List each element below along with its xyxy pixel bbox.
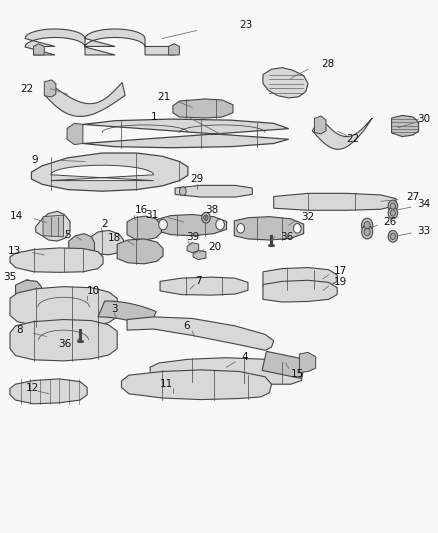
Circle shape: [390, 233, 396, 239]
Polygon shape: [150, 358, 303, 384]
Text: 32: 32: [301, 212, 315, 222]
Circle shape: [364, 228, 370, 236]
Polygon shape: [314, 116, 326, 134]
Circle shape: [159, 219, 167, 230]
Polygon shape: [263, 68, 308, 98]
Text: 33: 33: [417, 226, 431, 236]
Circle shape: [388, 200, 398, 212]
Circle shape: [388, 207, 398, 219]
Text: 34: 34: [417, 199, 431, 209]
Polygon shape: [36, 212, 70, 241]
Polygon shape: [156, 215, 226, 236]
Polygon shape: [173, 99, 233, 118]
Text: 5: 5: [65, 230, 71, 240]
Polygon shape: [44, 80, 56, 97]
Text: 6: 6: [184, 321, 190, 331]
Polygon shape: [392, 115, 419, 136]
Text: 36: 36: [280, 232, 293, 242]
Polygon shape: [117, 239, 163, 264]
Circle shape: [201, 213, 210, 223]
Polygon shape: [69, 233, 95, 257]
Polygon shape: [16, 280, 41, 300]
Text: 21: 21: [158, 92, 171, 102]
Polygon shape: [263, 280, 337, 302]
Text: 18: 18: [108, 233, 121, 243]
Text: 2: 2: [101, 219, 108, 229]
Text: 17: 17: [334, 266, 347, 276]
Polygon shape: [51, 165, 154, 181]
Polygon shape: [10, 248, 103, 272]
Text: 38: 38: [205, 205, 218, 215]
Text: 35: 35: [3, 272, 17, 282]
Polygon shape: [262, 351, 305, 378]
Text: 8: 8: [16, 325, 23, 335]
Circle shape: [293, 223, 301, 233]
Polygon shape: [263, 268, 337, 290]
Polygon shape: [187, 243, 199, 253]
Text: 12: 12: [26, 383, 39, 393]
Text: 9: 9: [31, 156, 38, 165]
Text: 29: 29: [190, 174, 203, 184]
Text: 30: 30: [417, 114, 431, 124]
Polygon shape: [34, 44, 44, 55]
Text: 15: 15: [291, 369, 304, 378]
Polygon shape: [98, 301, 156, 327]
Text: 27: 27: [406, 191, 420, 201]
Polygon shape: [175, 185, 252, 197]
Circle shape: [216, 219, 224, 230]
Text: 36: 36: [58, 339, 71, 349]
Polygon shape: [90, 230, 124, 255]
Polygon shape: [127, 216, 161, 240]
Polygon shape: [160, 277, 248, 295]
Polygon shape: [274, 193, 396, 211]
Polygon shape: [10, 319, 117, 361]
Text: 26: 26: [383, 217, 396, 228]
Text: 16: 16: [134, 205, 148, 215]
Circle shape: [390, 203, 396, 209]
Polygon shape: [127, 317, 274, 350]
Text: 23: 23: [240, 20, 253, 30]
Circle shape: [390, 210, 396, 216]
Text: 39: 39: [186, 232, 199, 243]
Polygon shape: [32, 153, 188, 191]
Polygon shape: [45, 83, 125, 116]
Circle shape: [388, 230, 398, 242]
Text: 10: 10: [87, 286, 100, 296]
Circle shape: [362, 225, 373, 239]
Circle shape: [364, 221, 370, 229]
Text: 7: 7: [195, 276, 202, 286]
Text: 1: 1: [151, 112, 158, 122]
Polygon shape: [43, 215, 64, 237]
Polygon shape: [10, 287, 117, 327]
Text: 4: 4: [241, 352, 248, 361]
Polygon shape: [234, 216, 304, 240]
Circle shape: [237, 223, 244, 233]
Polygon shape: [169, 44, 179, 55]
Text: 3: 3: [111, 304, 117, 314]
Text: 11: 11: [160, 379, 173, 389]
Text: 19: 19: [334, 277, 347, 287]
Circle shape: [179, 187, 186, 196]
Polygon shape: [193, 251, 206, 260]
Text: 31: 31: [145, 209, 158, 220]
Polygon shape: [121, 370, 272, 400]
Polygon shape: [25, 29, 175, 55]
Circle shape: [204, 215, 208, 220]
Text: 14: 14: [10, 211, 23, 221]
Circle shape: [362, 218, 373, 232]
Text: 28: 28: [321, 59, 334, 69]
Text: 20: 20: [208, 243, 222, 253]
Polygon shape: [312, 118, 372, 149]
Polygon shape: [300, 352, 316, 373]
Polygon shape: [83, 119, 289, 148]
Polygon shape: [10, 379, 87, 404]
Polygon shape: [67, 123, 83, 144]
Text: 13: 13: [7, 246, 21, 256]
Text: 22: 22: [20, 84, 34, 94]
Text: 22: 22: [346, 134, 360, 144]
